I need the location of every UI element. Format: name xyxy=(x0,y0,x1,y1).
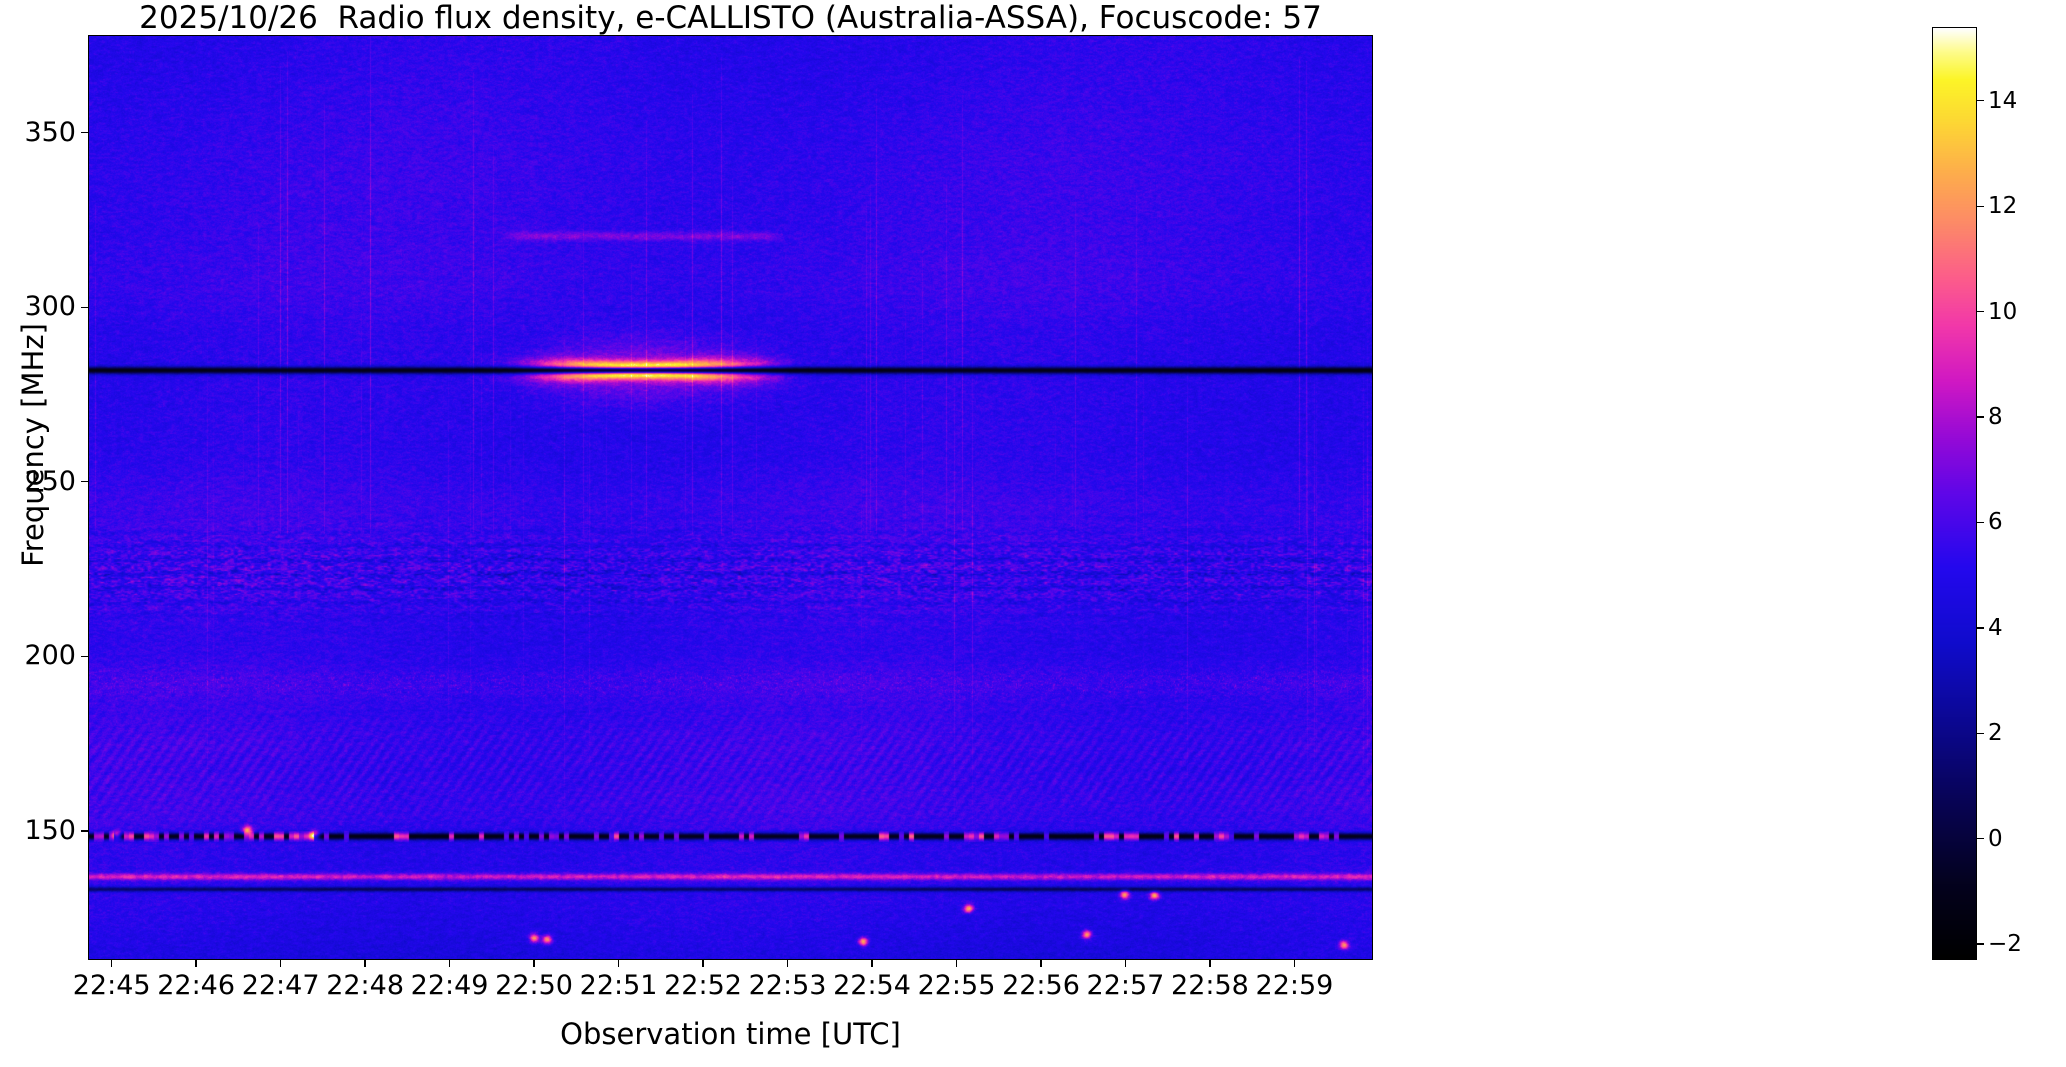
x-tick-label: 22:56 xyxy=(1002,970,1080,1001)
x-tick-label: 22:48 xyxy=(326,970,404,1001)
colorbar-tick-mark xyxy=(1977,310,1984,313)
colorbar-tick-mark xyxy=(1977,732,1984,735)
x-tick-mark xyxy=(617,960,620,967)
x-tick-label: 22:58 xyxy=(1171,970,1249,1001)
colorbar-tick-mark xyxy=(1977,521,1984,524)
x-tick-label: 22:50 xyxy=(495,970,573,1001)
x-tick-mark xyxy=(1040,960,1042,967)
x-tick-label: 22:52 xyxy=(664,970,742,1001)
x-tick-label: 22:55 xyxy=(917,970,996,1001)
y-tick-mark xyxy=(81,306,88,308)
colorbar-tick-label: 2 xyxy=(1988,720,2003,747)
colorbar[interactable] xyxy=(1932,27,1977,960)
y-axis-label: Frequency [MHz] xyxy=(16,323,50,567)
x-tick-label: 22:47 xyxy=(241,970,320,1001)
spectrogram-image xyxy=(89,36,1372,959)
x-tick-mark xyxy=(1209,960,1211,967)
colorbar-tick-label: 14 xyxy=(1988,87,2018,114)
colorbar-tick-label: 12 xyxy=(1988,193,2018,220)
x-tick-label: 22:54 xyxy=(833,970,911,1001)
y-tick-label: 300 xyxy=(24,291,76,323)
x-tick-label: 22:59 xyxy=(1255,970,1334,1001)
colorbar-tick-label: 6 xyxy=(1988,509,2003,536)
x-axis-label: Observation time [UTC] xyxy=(560,1017,901,1051)
colorbar-tick-mark xyxy=(1977,943,1984,945)
colorbar-gradient xyxy=(1933,28,1976,959)
y-tick-mark xyxy=(81,830,88,832)
x-tick-label: 22:51 xyxy=(579,970,658,1001)
x-tick-mark xyxy=(195,960,197,967)
x-tick-mark xyxy=(786,960,789,967)
colorbar-tick-mark xyxy=(1977,416,1984,418)
colorbar-tick-label: 10 xyxy=(1988,298,2018,325)
colorbar-tick-label: 0 xyxy=(1988,825,2003,852)
y-tick-mark xyxy=(81,655,88,657)
x-tick-mark xyxy=(448,960,451,967)
y-tick-label: 200 xyxy=(24,640,76,672)
y-tick-mark xyxy=(81,132,88,134)
x-tick-mark xyxy=(279,960,282,967)
spectrogram-axes[interactable] xyxy=(88,35,1373,960)
y-tick-label: 250 xyxy=(24,465,76,497)
x-tick-label: 22:57 xyxy=(1086,970,1165,1001)
colorbar-tick-label: 4 xyxy=(1988,614,2003,641)
page-title: 2025/10/26 Radio flux density, e-CALLIST… xyxy=(139,0,1322,36)
x-tick-mark xyxy=(1124,960,1127,967)
x-tick-label: 22:45 xyxy=(72,970,151,1001)
x-tick-mark xyxy=(955,960,958,967)
x-tick-mark xyxy=(364,960,366,967)
x-tick-mark xyxy=(702,960,704,967)
x-tick-mark xyxy=(871,960,873,967)
colorbar-tick-mark xyxy=(1977,838,1984,840)
colorbar-tick-mark xyxy=(1977,100,1984,102)
x-tick-mark xyxy=(110,960,113,967)
y-tick-mark xyxy=(81,481,88,483)
y-tick-label: 150 xyxy=(24,814,76,846)
colorbar-tick-mark xyxy=(1977,627,1984,629)
colorbar-tick-label: 8 xyxy=(1988,404,2003,431)
x-tick-mark xyxy=(1293,960,1296,967)
x-tick-mark xyxy=(533,960,535,967)
colorbar-tick-label: −2 xyxy=(1988,931,2022,958)
x-tick-label: 22:49 xyxy=(410,970,489,1001)
y-tick-label: 350 xyxy=(24,116,76,148)
x-tick-label: 22:46 xyxy=(157,970,236,1001)
colorbar-tick-mark xyxy=(1977,205,1984,207)
x-tick-label: 22:53 xyxy=(748,970,827,1001)
